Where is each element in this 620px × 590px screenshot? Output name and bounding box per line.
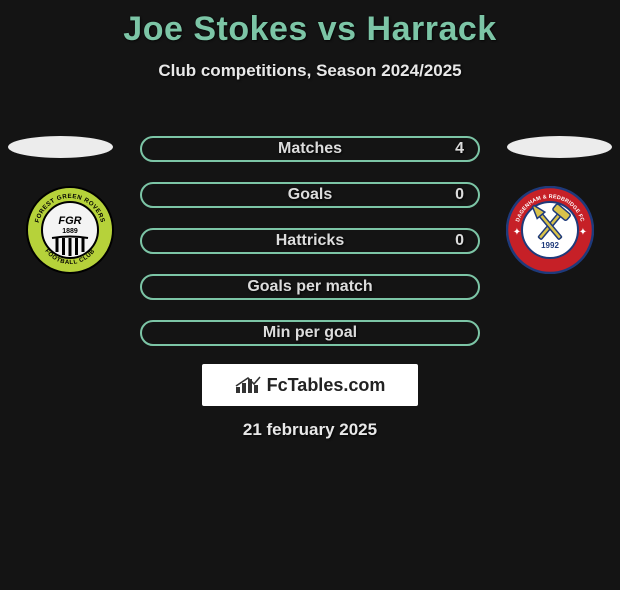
fctables-link[interactable]: FcTables.com (202, 364, 418, 406)
stat-row-matches: Matches 4 (140, 136, 480, 162)
svg-text:FGR: FGR (58, 215, 81, 227)
stat-label: Goals per match (247, 278, 372, 296)
dagenham-redbridge-crest-icon: DAGENHAM & REDBRIDGE FC 1992 ✦ ✦ (506, 186, 594, 274)
stats-list: Matches 4 Goals 0 Hattricks 0 Goals per … (140, 136, 480, 366)
date-label: 21 february 2025 (0, 420, 620, 440)
stat-value-right: 0 (455, 232, 464, 250)
stat-value-right: 0 (455, 186, 464, 204)
forest-green-rovers-crest-icon: FOREST GREEN ROVERS FOOTBALL CLUB FGR 18… (26, 186, 114, 274)
fctables-logo-text: FcTables.com (267, 375, 386, 396)
stat-row-hattricks: Hattricks 0 (140, 228, 480, 254)
club-badge-left: FOREST GREEN ROVERS FOOTBALL CLUB FGR 18… (26, 186, 114, 274)
svg-text:1889: 1889 (62, 228, 78, 235)
svg-text:✦: ✦ (579, 227, 587, 238)
svg-text:1992: 1992 (541, 241, 559, 250)
stat-label: Min per goal (263, 324, 357, 342)
stat-row-goals-per-match: Goals per match (140, 274, 480, 300)
left-ellipse-shadow (8, 136, 113, 158)
stat-row-goals: Goals 0 (140, 182, 480, 208)
right-ellipse-shadow (507, 136, 612, 158)
comparison-widget: Joe Stokes vs Harrack Club competitions,… (0, 10, 620, 590)
stat-label: Goals (288, 186, 332, 204)
svg-text:✦: ✦ (513, 227, 521, 238)
stat-label: Matches (278, 140, 342, 158)
stat-label: Hattricks (276, 232, 344, 250)
bar-chart-icon (235, 375, 261, 395)
club-badge-right: DAGENHAM & REDBRIDGE FC 1992 ✦ ✦ (506, 186, 594, 274)
page-title: Joe Stokes vs Harrack (0, 10, 620, 49)
stat-value-right: 4 (455, 140, 464, 158)
stat-row-min-per-goal: Min per goal (140, 320, 480, 346)
subtitle: Club competitions, Season 2024/2025 (0, 61, 620, 81)
